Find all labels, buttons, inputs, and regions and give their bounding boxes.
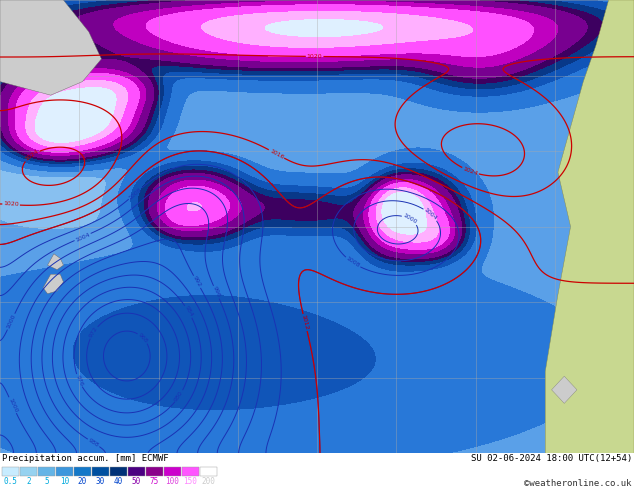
- Text: 5: 5: [44, 477, 49, 486]
- Text: 996: 996: [212, 286, 221, 298]
- Text: 1024: 1024: [462, 166, 479, 176]
- Text: 988: 988: [87, 438, 100, 448]
- Text: 1000: 1000: [7, 397, 18, 413]
- Bar: [146, 467, 163, 476]
- Text: 972: 972: [88, 326, 99, 339]
- Bar: [56, 467, 73, 476]
- Text: 1020: 1020: [307, 54, 323, 59]
- Text: ©weatheronline.co.uk: ©weatheronline.co.uk: [524, 479, 632, 488]
- Text: 1024: 1024: [24, 149, 40, 162]
- Text: Precipitation accum. [mm] ECMWF: Precipitation accum. [mm] ECMWF: [2, 454, 169, 463]
- Bar: [128, 467, 145, 476]
- Text: 0.5: 0.5: [4, 477, 18, 486]
- Bar: [74, 467, 91, 476]
- Text: 40: 40: [114, 477, 123, 486]
- Text: 980: 980: [174, 390, 184, 402]
- Bar: [164, 467, 181, 476]
- Text: 992: 992: [192, 275, 202, 288]
- Bar: [92, 467, 109, 476]
- Text: 1004: 1004: [423, 207, 438, 221]
- Text: 30: 30: [96, 477, 105, 486]
- Text: 1016: 1016: [268, 148, 285, 160]
- Polygon shape: [0, 0, 101, 95]
- Bar: [110, 467, 127, 476]
- Text: 968: 968: [137, 332, 149, 344]
- Polygon shape: [552, 376, 577, 403]
- Text: 984: 984: [183, 305, 193, 318]
- Text: 1004: 1004: [74, 232, 91, 243]
- Polygon shape: [545, 0, 634, 453]
- Bar: [20, 467, 37, 476]
- Text: SU 02-06-2024 18:00 UTC(12+54): SU 02-06-2024 18:00 UTC(12+54): [471, 454, 632, 463]
- Text: 10: 10: [60, 477, 69, 486]
- Text: 2: 2: [26, 477, 31, 486]
- Text: 200: 200: [202, 477, 216, 486]
- Bar: [2, 467, 19, 476]
- Text: 50: 50: [132, 477, 141, 486]
- Text: 150: 150: [184, 477, 197, 486]
- Polygon shape: [48, 254, 63, 270]
- Text: 1000: 1000: [402, 213, 418, 225]
- Text: 20: 20: [78, 477, 87, 486]
- Text: 1000: 1000: [6, 314, 16, 330]
- Bar: [38, 467, 55, 476]
- Text: 100: 100: [165, 477, 179, 486]
- Text: 75: 75: [150, 477, 159, 486]
- Text: 1008: 1008: [345, 256, 361, 269]
- Text: 976: 976: [74, 374, 84, 387]
- Text: 1020: 1020: [3, 201, 19, 207]
- Text: 1008: 1008: [128, 187, 143, 200]
- Text: 1012: 1012: [301, 315, 309, 331]
- Bar: [182, 467, 199, 476]
- Bar: [200, 467, 217, 476]
- Polygon shape: [43, 274, 63, 294]
- Text: 1012: 1012: [301, 315, 309, 331]
